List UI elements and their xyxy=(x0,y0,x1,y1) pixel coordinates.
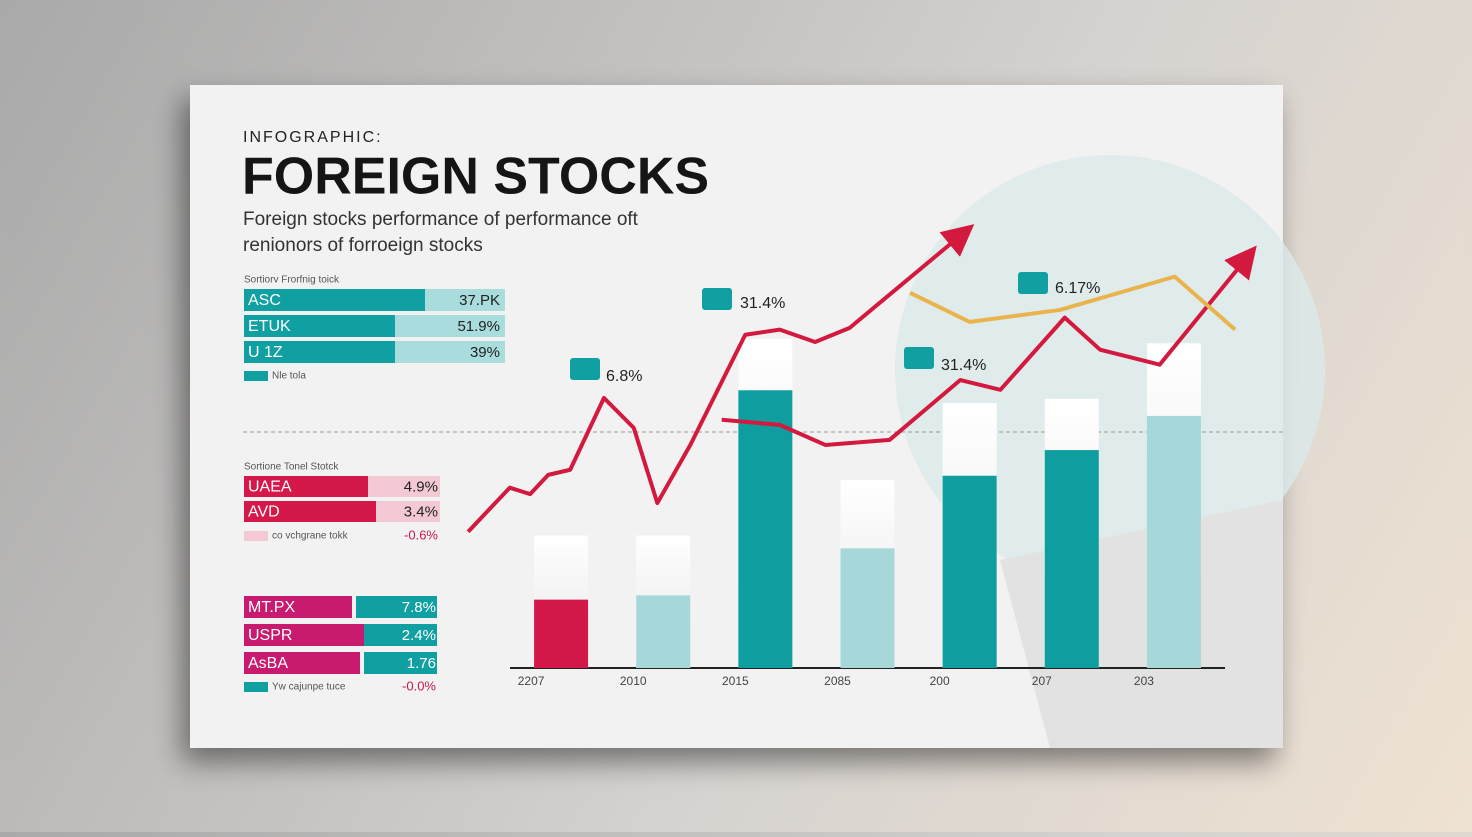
panel-label: AsBA xyxy=(248,655,288,672)
panel-bar-rest xyxy=(368,476,440,497)
x-tick-label: 207 xyxy=(1032,674,1052,688)
panel-legend-value: -0.6% xyxy=(404,527,438,542)
panel-value: 51.9% xyxy=(457,318,500,335)
annotation: 6.8% xyxy=(606,368,642,385)
bar xyxy=(942,475,997,668)
subtitle: renionors of forroeign stocks xyxy=(243,235,483,256)
bar xyxy=(1044,450,1099,668)
panel-bar xyxy=(244,341,395,363)
annotation-badge xyxy=(570,358,600,380)
trend-line xyxy=(466,224,975,534)
panel-bar xyxy=(244,501,376,522)
panel-bar-rest xyxy=(364,624,437,646)
x-tick-label: 200 xyxy=(930,674,950,688)
panel-caption: Sortione Tonel Stotck xyxy=(244,462,339,473)
x-tick-label: 2015 xyxy=(722,674,749,688)
panel-bar xyxy=(244,652,360,674)
panel-label: U 1Z xyxy=(248,344,283,361)
title: FOREIGN STOCKS xyxy=(242,148,709,206)
panel-value: 39% xyxy=(470,344,500,361)
bar xyxy=(738,390,793,668)
panel-bar-rest xyxy=(356,596,437,618)
trend-line xyxy=(909,274,1237,332)
legend-swatch xyxy=(244,371,268,381)
panel-value: 7.8% xyxy=(402,599,436,616)
panel-bar xyxy=(244,596,352,618)
annotation-badge xyxy=(1018,272,1048,294)
panel-legend: co vchgrane tokk xyxy=(272,531,349,542)
panel-legend: Yw cajunpe tuce xyxy=(272,682,346,693)
panel-label: MT.PX xyxy=(248,599,295,616)
trend-line xyxy=(721,245,1257,447)
kicker: INFOGRAPHIC: xyxy=(243,129,383,146)
panel-bar xyxy=(244,289,425,311)
panel-bar-rest xyxy=(395,341,505,363)
panel-value: 3.4% xyxy=(404,503,438,520)
panel-bar-rest xyxy=(376,501,440,522)
bar xyxy=(840,548,895,668)
panel-label: ETUK xyxy=(248,318,291,335)
bar xyxy=(1146,415,1201,668)
bar xyxy=(534,599,589,668)
annotation-badge xyxy=(904,347,934,369)
bg-circle xyxy=(895,155,1325,585)
legend-swatch xyxy=(244,682,268,692)
panel-bar xyxy=(244,476,368,497)
x-tick-label: 203 xyxy=(1134,674,1154,688)
panel-value: 2.4% xyxy=(402,627,436,644)
panel-caption: Sortiorv Frorfnig toick xyxy=(244,275,340,286)
subtitle: Foreign stocks performance of performanc… xyxy=(243,209,639,230)
panel-label: ASC xyxy=(248,292,281,309)
panel-value: 4.9% xyxy=(404,478,438,495)
annotation: 31.4% xyxy=(740,295,785,312)
panel-label: UAEA xyxy=(248,479,292,496)
panel-legend: Nle tola xyxy=(272,371,306,382)
panel-value: 1.76 xyxy=(407,655,436,672)
annotation: 6.17% xyxy=(1055,280,1100,297)
panel-bar xyxy=(244,315,395,337)
legend-swatch xyxy=(244,531,268,541)
annotation-badge xyxy=(702,288,732,310)
panel-label: USPR xyxy=(248,627,292,644)
panel-label: AVD xyxy=(248,504,280,521)
bar xyxy=(636,595,691,668)
panel-bar xyxy=(244,624,375,646)
panel-bar-rest xyxy=(425,289,505,311)
panel-bar-rest xyxy=(395,315,505,337)
x-tick-label: 2010 xyxy=(620,674,647,688)
x-tick-label: 2207 xyxy=(518,674,545,688)
panel-value: 37.PK xyxy=(459,292,500,309)
panel-bar-rest xyxy=(364,652,437,674)
panel-legend-value: -0.0% xyxy=(402,678,436,693)
annotation: 31.4% xyxy=(941,357,986,374)
x-tick-label: 2085 xyxy=(824,674,851,688)
